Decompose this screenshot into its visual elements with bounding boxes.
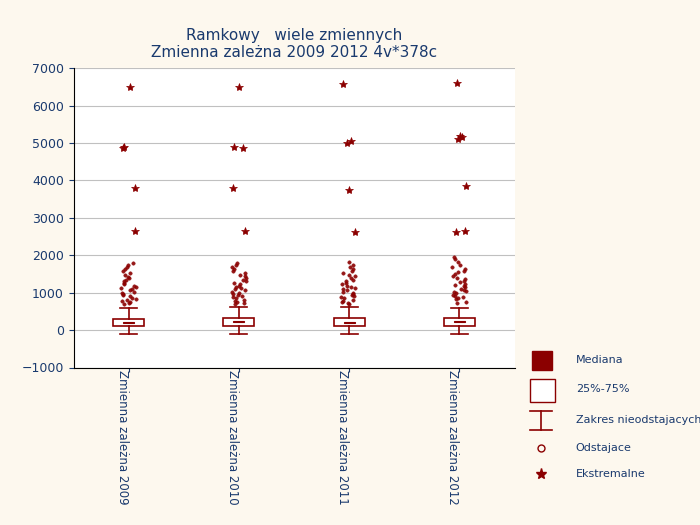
Bar	[530, 379, 555, 402]
Text: Zakres nieodstajacych: Zakres nieodstajacych	[575, 415, 700, 425]
Bar	[113, 319, 144, 327]
Title: Ramkowy   wiele zmiennych
Zmienna zależna 2009 2012 4v*378c: Ramkowy wiele zmiennych Zmienna zależna …	[151, 28, 437, 60]
Text: Ekstremalne: Ekstremalne	[575, 469, 645, 479]
Bar	[344, 322, 354, 323]
Text: 25%-75%: 25%-75%	[575, 384, 629, 394]
Text: Zmienna zależna 2009: Zmienna zależna 2009	[116, 371, 129, 505]
Text: Zmienna zależna 2011: Zmienna zależna 2011	[336, 371, 349, 505]
Bar	[223, 318, 254, 326]
Bar	[454, 321, 465, 322]
Bar	[123, 322, 134, 323]
Text: Zmienna zależna 2012: Zmienna zależna 2012	[447, 371, 459, 505]
Bar	[444, 319, 475, 326]
Bar	[532, 351, 552, 370]
Text: Mediana: Mediana	[575, 354, 624, 364]
Bar	[334, 318, 365, 327]
Bar	[234, 321, 244, 322]
Text: Zmienna zależna 2010: Zmienna zależna 2010	[226, 371, 239, 505]
Text: Odstajace: Odstajace	[575, 443, 631, 453]
